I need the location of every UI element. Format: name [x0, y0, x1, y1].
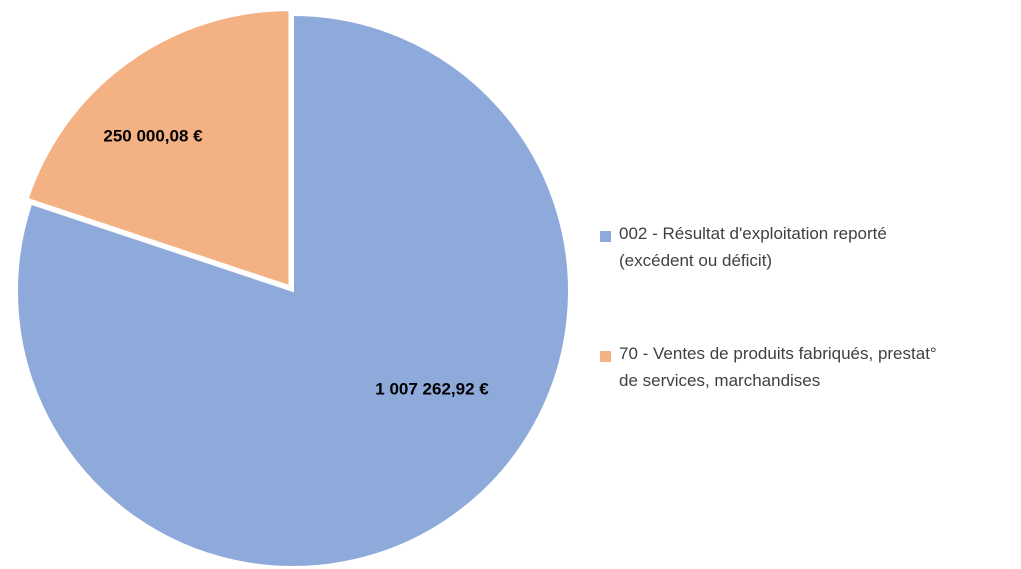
legend-label: 002 - Résultat d'exploitation reporté (e…	[619, 224, 887, 270]
data-label: 250 000,08 €	[103, 126, 203, 145]
legend-item: 70 - Ventes de produits fabriqués, prest…	[600, 344, 959, 394]
legend-item: 002 - Résultat d'exploitation reporté (e…	[600, 224, 959, 274]
data-label: 1 007 262,92 €	[375, 379, 489, 398]
pie-slice	[26, 9, 291, 288]
chart: 1 007 262,92 € 250 000,08 €	[16, 9, 570, 568]
legend-swatch	[600, 231, 611, 242]
pie-slice	[16, 13, 570, 568]
legend-label: 70 - Ventes de produits fabriqués, prest…	[619, 344, 937, 390]
legend-swatch	[600, 351, 611, 362]
